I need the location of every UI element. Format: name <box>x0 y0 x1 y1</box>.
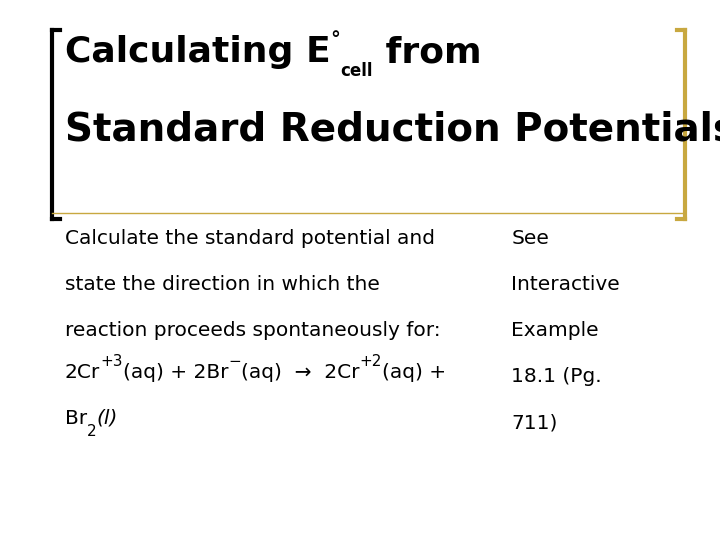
Text: Calculate the standard potential and: Calculate the standard potential and <box>65 230 435 248</box>
Text: reaction proceeds spontaneously for:: reaction proceeds spontaneously for: <box>65 321 441 340</box>
Text: from: from <box>373 35 482 69</box>
Text: Example: Example <box>511 321 599 340</box>
Text: 2: 2 <box>87 424 96 439</box>
Text: Interactive: Interactive <box>511 275 620 294</box>
Text: state the direction in which the: state the direction in which the <box>65 275 379 294</box>
Text: −: − <box>228 354 240 369</box>
Text: Br: Br <box>65 409 87 428</box>
Text: +3: +3 <box>100 354 122 369</box>
Text: Calculating E: Calculating E <box>65 35 330 69</box>
Text: +2: +2 <box>359 354 382 369</box>
Text: °: ° <box>330 30 341 49</box>
Text: See: See <box>511 230 549 248</box>
Text: (l): (l) <box>96 409 118 428</box>
Text: 711): 711) <box>511 413 557 432</box>
Text: (aq)  →  2Cr: (aq) → 2Cr <box>240 363 359 382</box>
Text: cell: cell <box>341 62 373 79</box>
Text: 2Cr: 2Cr <box>65 363 100 382</box>
Text: (aq) + 2Br: (aq) + 2Br <box>122 363 228 382</box>
Text: 18.1 (Pg.: 18.1 (Pg. <box>511 367 602 386</box>
Text: (aq) +: (aq) + <box>382 363 446 382</box>
Text: Standard Reduction Potentials: Standard Reduction Potentials <box>65 110 720 148</box>
